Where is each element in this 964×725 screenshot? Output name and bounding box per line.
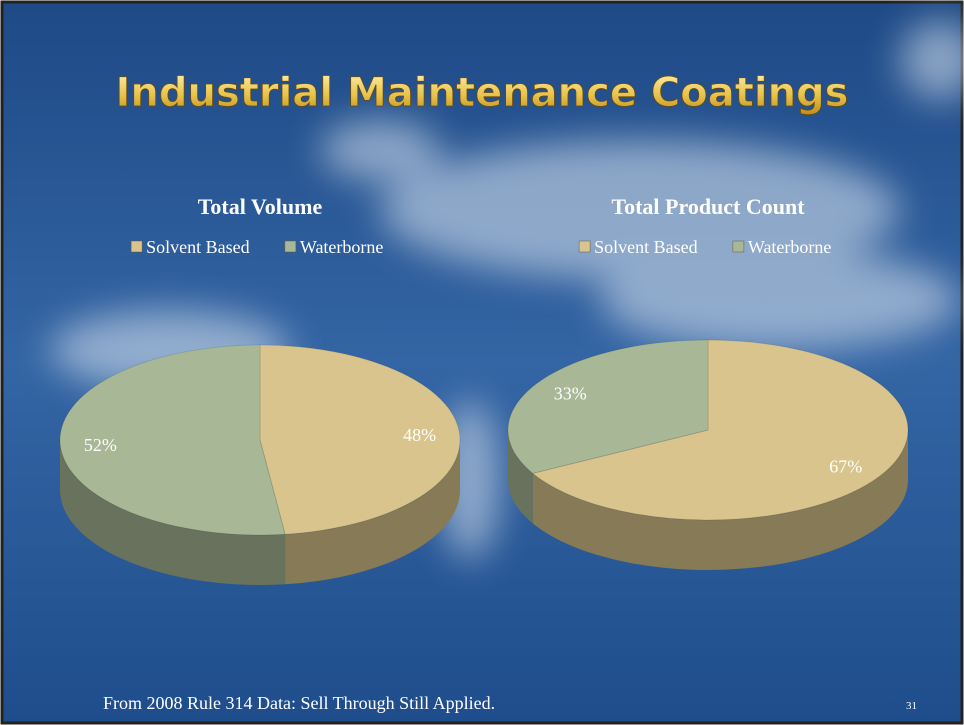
pie-side (508, 430, 533, 524)
slide-title: Industrial Maintenance Coatings (116, 70, 849, 116)
pie-slice (507, 339, 709, 474)
legend-swatch (578, 240, 591, 253)
pie-side (285, 440, 460, 585)
pie-slice (531, 339, 909, 521)
pie-side (60, 440, 286, 585)
page-number: 31 (906, 700, 917, 712)
pie-slice (59, 344, 286, 536)
chart-title: Total Volume (198, 194, 323, 219)
pie-side (532, 430, 908, 571)
pie-slice (259, 344, 461, 535)
legend-label: Solvent Based (594, 237, 698, 257)
data-label: 48% (403, 425, 436, 445)
data-label: 33% (554, 383, 587, 403)
data-label: 67% (829, 457, 862, 477)
clouds (50, 20, 964, 560)
footer: From 2008 Rule 314 Data: Sell Through St… (103, 693, 495, 713)
legend-swatch (732, 240, 745, 253)
legend-swatch (284, 240, 297, 253)
data-label: 52% (84, 435, 117, 455)
legend-label: Solvent Based (146, 237, 250, 257)
chart-title: Total Product Count (611, 194, 805, 219)
legend-label: Waterborne (300, 237, 384, 257)
legend-swatch (130, 240, 143, 253)
legend-label: Waterborne (748, 237, 832, 257)
